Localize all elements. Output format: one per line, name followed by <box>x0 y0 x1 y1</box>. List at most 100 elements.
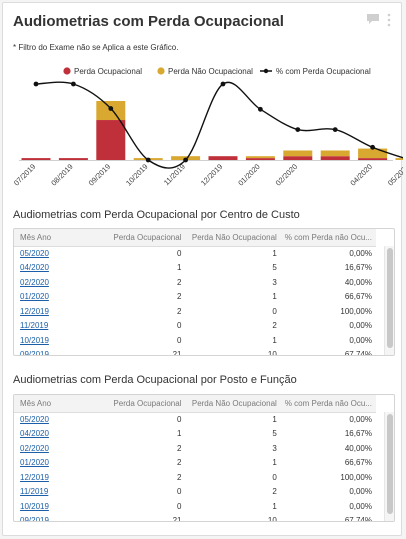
table-cell: 0,00% <box>349 415 372 424</box>
month-link[interactable]: 10/2019 <box>20 335 49 345</box>
table-cell: 40,00% <box>344 443 372 453</box>
month-link[interactable]: 10/2019 <box>20 501 49 511</box>
line-point[interactable] <box>145 157 151 163</box>
month-link[interactable]: 02/2020 <box>20 277 49 287</box>
bar-perda-ocupacional[interactable] <box>208 156 238 160</box>
legend-label-2: % com Perda Ocupacional <box>276 67 371 76</box>
panel-title: Audiometrias com Perda Ocupacional <box>13 13 284 30</box>
cell-mes-ano[interactable]: 12/2019 <box>14 304 98 319</box>
cell-mes-ano[interactable]: 04/2020 <box>14 427 98 442</box>
cell-mes-ano[interactable]: 11/2019 <box>14 485 98 500</box>
table-cell: 21 <box>172 516 182 522</box>
combo-chart: Perda Ocupacional Perda Não Ocupacional % … <box>12 67 404 188</box>
bar-perda-nao-ocupacional[interactable] <box>320 150 350 157</box>
table-cell: 2 <box>177 292 182 302</box>
cell-mes-ano[interactable]: 12/2019 <box>14 470 98 485</box>
cell-mes-ano[interactable]: 09/2019 <box>14 348 98 356</box>
column-header[interactable]: Mês Ano <box>14 229 99 247</box>
line-point[interactable] <box>332 127 338 132</box>
bar-perda-nao-ocupacional[interactable] <box>245 156 275 159</box>
month-link[interactable]: 12/2019 <box>20 306 49 316</box>
table-cell: 2 <box>177 472 182 482</box>
table-cell: 1 <box>272 249 277 258</box>
data-table: Mês Ano Perda Ocupacional Perda Não Ocupac… <box>14 229 376 356</box>
scrollbar-thumb[interactable] <box>387 248 393 348</box>
column-header[interactable]: Perda Não Ocupacional <box>185 395 281 413</box>
scrollbar-thumb[interactable] <box>387 414 393 514</box>
month-link[interactable]: 02/2020 <box>20 443 49 453</box>
month-link[interactable]: 11/2019 <box>20 487 49 497</box>
cell-mes-ano[interactable]: 10/2019 <box>14 333 98 348</box>
column-header[interactable]: Mês Ano <box>14 395 99 413</box>
bar-perda-ocupacional[interactable] <box>245 158 275 160</box>
cell-mes-ano[interactable]: 10/2019 <box>14 499 98 514</box>
table-posto-funcao: Mês Ano Perda Ocupacional Perda Não Ocupac… <box>13 394 395 522</box>
line-point[interactable] <box>108 106 114 111</box>
table-row: 12/2019 2 0 100,00% <box>14 470 376 485</box>
line-point[interactable] <box>220 81 226 87</box>
column-header[interactable]: % com Perda não Ocu... <box>280 395 376 413</box>
bar-perda-ocupacional[interactable] <box>96 120 126 160</box>
cell-mes-ano[interactable]: 02/2020 <box>14 441 98 456</box>
month-link[interactable]: 05/2020 <box>20 415 49 424</box>
bar-perda-ocupacional[interactable] <box>358 158 388 160</box>
table-row: 04/2020 1 5 16,67% <box>14 427 376 442</box>
column-header[interactable]: Perda Ocupacional <box>98 395 186 413</box>
cell-mes-ano[interactable]: 05/2020 <box>14 246 98 261</box>
x-tick-label: 10/2019 <box>124 162 150 188</box>
cell-mes-ano[interactable]: 09/2019 <box>14 514 98 522</box>
table-header-row: Mês Ano Perda Ocupacional Perda Não Ocupac… <box>14 229 376 247</box>
table-scrollbar[interactable] <box>384 412 394 521</box>
month-link[interactable]: 09/2019 <box>20 350 49 356</box>
line-point[interactable] <box>71 81 76 87</box>
bar-perda-nao-ocupacional[interactable] <box>395 158 404 160</box>
month-link[interactable]: 11/2019 <box>20 321 49 331</box>
table-cell: 1 <box>177 263 182 273</box>
cell-mes-ano[interactable]: 04/2020 <box>14 261 98 276</box>
comment-icon[interactable] <box>367 14 379 24</box>
month-link[interactable]: 04/2020 <box>20 429 49 439</box>
bar-perda-ocupacional[interactable] <box>58 158 88 160</box>
line-point[interactable] <box>258 106 263 112</box>
drag-handle-icon[interactable] <box>384 13 394 27</box>
table-cell: 0 <box>177 487 182 497</box>
month-link[interactable]: 01/2020 <box>20 458 49 468</box>
cell-mes-ano[interactable]: 05/2020 <box>14 412 98 427</box>
month-link[interactable]: 01/2020 <box>20 292 49 302</box>
bar-perda-ocupacional[interactable] <box>320 156 350 160</box>
panel-subtitle: * Filtro do Exame não se Aplica a este G… <box>13 43 179 52</box>
cell-mes-ano[interactable]: 02/2020 <box>14 275 98 290</box>
cell-mes-ano[interactable]: 01/2020 <box>14 456 98 471</box>
x-tick-label: 01/2020 <box>236 162 262 188</box>
table-cell: 5 <box>272 263 277 273</box>
table-row: 10/2019 0 1 0,00% <box>14 499 376 514</box>
bar-perda-ocupacional[interactable] <box>283 156 313 160</box>
month-link[interactable]: 05/2020 <box>20 249 49 258</box>
column-header[interactable]: % com Perda não Ocu... <box>280 229 376 247</box>
cell-mes-ano[interactable]: 11/2019 <box>14 319 98 334</box>
table-scrollbar[interactable] <box>384 246 394 355</box>
x-tick-label: 04/2020 <box>348 162 374 188</box>
column-header[interactable]: Perda Ocupacional <box>98 229 186 247</box>
line-point[interactable] <box>295 127 301 132</box>
cell-mes-ano[interactable]: 01/2020 <box>14 290 98 305</box>
column-header[interactable]: Perda Não Ocupacional <box>185 229 281 247</box>
table-row: 02/2020 2 3 40,00% <box>14 441 376 456</box>
table-row: 10/2019 0 1 0,00% <box>14 333 376 348</box>
table-cell: 2 <box>177 277 182 287</box>
bar-perda-ocupacional[interactable] <box>21 158 51 160</box>
month-link[interactable]: 12/2019 <box>20 472 49 482</box>
line-point[interactable] <box>183 157 189 163</box>
table-cell: 0,00% <box>349 335 372 345</box>
table-cell: 3 <box>272 277 277 287</box>
bar-perda-nao-ocupacional[interactable] <box>283 150 313 157</box>
bar-perda-nao-ocupacional[interactable] <box>358 148 388 159</box>
month-link[interactable]: 04/2020 <box>20 263 49 273</box>
table-cell: 100,00% <box>340 306 372 316</box>
line-point[interactable] <box>370 144 375 150</box>
table-cell: 5 <box>272 429 277 439</box>
month-link[interactable]: 09/2019 <box>20 516 49 522</box>
line-point[interactable] <box>33 81 39 87</box>
legend-marker-1 <box>157 67 165 75</box>
